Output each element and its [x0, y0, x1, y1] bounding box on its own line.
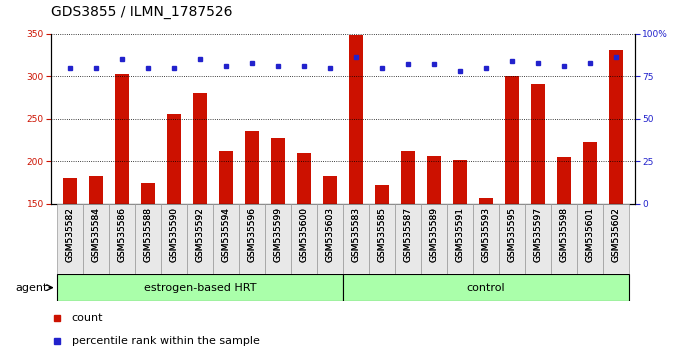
Text: GSM535584: GSM535584 — [91, 207, 100, 262]
Text: GSM535591: GSM535591 — [456, 207, 464, 262]
Text: GSM535589: GSM535589 — [429, 207, 438, 262]
Bar — [578, 204, 603, 274]
Bar — [57, 204, 83, 274]
Bar — [583, 142, 598, 331]
Text: count: count — [72, 313, 104, 323]
Text: GSM535596: GSM535596 — [248, 207, 257, 262]
Text: GSM535586: GSM535586 — [117, 207, 126, 262]
Bar — [141, 183, 155, 331]
Text: GSM535588: GSM535588 — [143, 207, 152, 262]
Text: GSM535585: GSM535585 — [377, 207, 386, 262]
Text: GSM535599: GSM535599 — [274, 207, 283, 262]
Bar — [167, 114, 181, 331]
Bar — [525, 204, 552, 274]
Bar — [343, 274, 629, 301]
Text: GSM535592: GSM535592 — [196, 207, 204, 262]
Text: GSM535583: GSM535583 — [351, 207, 361, 262]
Bar — [609, 50, 624, 331]
Text: GSM535593: GSM535593 — [482, 207, 490, 262]
Bar — [108, 204, 134, 274]
Bar — [317, 204, 343, 274]
Text: GSM535602: GSM535602 — [612, 207, 621, 262]
Text: GSM535589: GSM535589 — [429, 207, 438, 262]
Bar — [421, 204, 447, 274]
Text: GSM535592: GSM535592 — [196, 207, 204, 262]
Bar — [395, 204, 421, 274]
Bar — [245, 131, 259, 331]
Bar — [369, 204, 395, 274]
Bar — [323, 176, 337, 331]
Bar — [499, 204, 525, 274]
Text: GSM535603: GSM535603 — [325, 207, 335, 262]
Bar — [88, 176, 103, 331]
Text: GSM535600: GSM535600 — [300, 207, 309, 262]
Bar — [57, 274, 343, 301]
Bar — [161, 204, 187, 274]
Bar — [447, 204, 473, 274]
Bar — [134, 204, 161, 274]
Bar — [375, 185, 389, 331]
Text: GSM535598: GSM535598 — [560, 207, 569, 262]
Bar — [453, 160, 467, 331]
Text: GSM535593: GSM535593 — [482, 207, 490, 262]
Bar — [427, 156, 441, 331]
Bar — [401, 151, 415, 331]
Text: GSM535588: GSM535588 — [143, 207, 152, 262]
Text: agent: agent — [16, 282, 48, 293]
Text: GSM535603: GSM535603 — [325, 207, 335, 262]
Text: GSM535597: GSM535597 — [534, 207, 543, 262]
Text: GSM535595: GSM535595 — [508, 207, 517, 262]
Bar — [115, 74, 129, 331]
Text: GSM535599: GSM535599 — [274, 207, 283, 262]
Text: GSM535600: GSM535600 — [300, 207, 309, 262]
Text: GDS3855 / ILMN_1787526: GDS3855 / ILMN_1787526 — [51, 5, 233, 19]
Bar — [343, 204, 369, 274]
Bar — [603, 204, 629, 274]
Text: GSM535582: GSM535582 — [65, 207, 74, 262]
Text: GSM535594: GSM535594 — [222, 207, 230, 262]
Text: percentile rank within the sample: percentile rank within the sample — [72, 336, 260, 346]
Bar — [473, 204, 499, 274]
Text: GSM535601: GSM535601 — [586, 207, 595, 262]
Text: GSM535587: GSM535587 — [403, 207, 412, 262]
Text: GSM535602: GSM535602 — [612, 207, 621, 262]
Bar — [239, 204, 265, 274]
Text: estrogen-based HRT: estrogen-based HRT — [143, 282, 256, 293]
Text: GSM535594: GSM535594 — [222, 207, 230, 262]
Text: GSM535583: GSM535583 — [351, 207, 361, 262]
Text: GSM535598: GSM535598 — [560, 207, 569, 262]
Text: control: control — [467, 282, 506, 293]
Text: GSM535582: GSM535582 — [65, 207, 74, 262]
Text: GSM535597: GSM535597 — [534, 207, 543, 262]
Text: GSM535584: GSM535584 — [91, 207, 100, 262]
Bar — [187, 204, 213, 274]
Text: GSM535590: GSM535590 — [169, 207, 178, 262]
Bar — [83, 204, 108, 274]
Bar — [271, 138, 285, 331]
Bar — [193, 93, 207, 331]
Bar — [505, 76, 519, 331]
Bar — [349, 35, 363, 331]
Text: GSM535596: GSM535596 — [248, 207, 257, 262]
Bar — [213, 204, 239, 274]
Text: GSM535587: GSM535587 — [403, 207, 412, 262]
Text: GSM535591: GSM535591 — [456, 207, 464, 262]
Bar — [557, 157, 571, 331]
Text: GSM535595: GSM535595 — [508, 207, 517, 262]
Bar — [297, 153, 311, 331]
Bar — [291, 204, 317, 274]
Bar — [479, 198, 493, 331]
Bar — [531, 84, 545, 331]
Bar — [62, 178, 77, 331]
Text: GSM535590: GSM535590 — [169, 207, 178, 262]
Bar — [552, 204, 578, 274]
Bar — [219, 151, 233, 331]
Text: GSM535601: GSM535601 — [586, 207, 595, 262]
Bar — [265, 204, 291, 274]
Text: GSM535586: GSM535586 — [117, 207, 126, 262]
Text: GSM535585: GSM535585 — [377, 207, 386, 262]
